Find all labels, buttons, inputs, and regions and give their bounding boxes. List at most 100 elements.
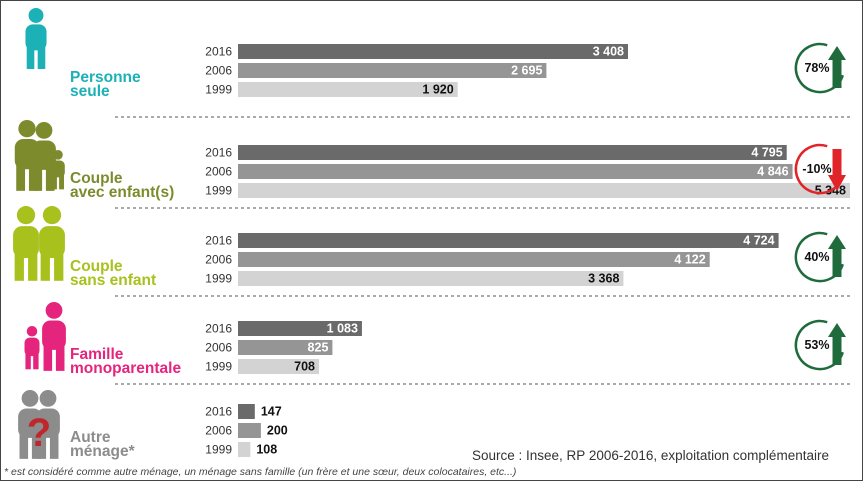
up-arrow-icon [828, 323, 846, 365]
person-head [42, 206, 62, 225]
person-leg [49, 433, 59, 459]
change-percent: -10% [802, 162, 831, 176]
adult-figure [32, 121, 56, 191]
year-label: 2006 [205, 424, 232, 438]
adult-figure [36, 390, 60, 459]
person-leg [43, 345, 53, 371]
data-bar [238, 271, 624, 286]
data-bar [238, 233, 779, 248]
person-leg [31, 433, 41, 459]
person-head [21, 390, 39, 407]
data-bar [238, 44, 628, 59]
year-label: 2016 [205, 234, 232, 248]
person-leg [59, 174, 64, 190]
question-mark-couple-icon: ? [18, 390, 60, 459]
data-bar [238, 359, 320, 374]
person-leg [55, 345, 65, 371]
person-leg [25, 353, 31, 370]
year-label: 1999 [205, 184, 232, 198]
value-label: 4 122 [674, 253, 705, 267]
value-label: 147 [261, 405, 282, 419]
year-label: 2006 [205, 165, 232, 179]
person-head [18, 120, 36, 138]
category-label: Autre [70, 429, 111, 446]
person-body [51, 160, 65, 178]
person-head [45, 302, 63, 319]
data-bar [238, 423, 261, 438]
person-leg [26, 46, 35, 70]
year-label: 1999 [205, 360, 232, 374]
data-bar [238, 145, 787, 160]
person-leg [33, 165, 43, 191]
year-label: 1999 [205, 83, 232, 97]
person-head [35, 121, 53, 139]
down-arrow-icon [828, 149, 846, 191]
person-head [26, 326, 38, 337]
adult-figure [42, 302, 66, 371]
category-label: avec enfant(s) [70, 184, 174, 201]
value-label: 108 [256, 443, 277, 457]
family-with-children-icon [14, 120, 65, 191]
year-label: 2016 [205, 45, 232, 59]
person-head [53, 150, 63, 160]
single-parent-icon [24, 302, 66, 371]
category-label: Personne [70, 69, 141, 86]
value-label: 3 408 [593, 45, 624, 59]
person-leg [28, 164, 38, 191]
change-percent: 40% [804, 250, 829, 264]
year-label: 2016 [205, 405, 232, 419]
person-head [16, 206, 36, 225]
single-person-icon [25, 7, 47, 70]
value-label: 825 [308, 341, 329, 355]
change-percent: 78% [804, 61, 829, 75]
question-mark: ? [27, 411, 51, 455]
increase-badge: 53% [794, 319, 846, 371]
person-leg [19, 433, 29, 459]
change-percent: 53% [804, 338, 829, 352]
person-head [28, 7, 44, 23]
data-bar [238, 82, 458, 97]
person-body [18, 408, 42, 438]
person-leg [45, 165, 55, 191]
person-leg [40, 253, 50, 281]
person-head [39, 390, 57, 407]
footnote: * est considéré comme autre ménage, un m… [4, 466, 517, 478]
year-label: 2016 [205, 322, 232, 336]
source-note: Source : Insee, RP 2006-2016, exploitati… [472, 448, 829, 463]
year-label: 2016 [205, 146, 232, 160]
data-bar [238, 164, 793, 179]
value-label: 4 795 [751, 146, 782, 160]
adult-figure [13, 206, 39, 281]
data-bar [238, 321, 362, 336]
person-leg [16, 164, 26, 191]
change-ring [794, 143, 844, 195]
year-label: 1999 [205, 443, 232, 457]
person-leg [14, 253, 24, 281]
data-bar [238, 442, 251, 457]
person-body [42, 320, 66, 350]
person-body [39, 226, 65, 258]
category-label: Couple [70, 170, 123, 187]
child-figure [51, 150, 65, 190]
category-label: Famille [70, 346, 124, 363]
category-label: monoparentale [70, 360, 181, 377]
increase-badge: 40% [794, 231, 846, 283]
year-label: 2006 [205, 341, 232, 355]
couple-icon [13, 206, 65, 281]
child-figure [24, 326, 40, 370]
person-leg [52, 174, 57, 190]
adult-figure [18, 390, 42, 459]
year-label: 1999 [205, 272, 232, 286]
category-label: seule [70, 83, 110, 100]
category-label: ménage* [70, 443, 136, 460]
person-leg [37, 46, 46, 70]
year-label: 2006 [205, 64, 232, 78]
person-leg [33, 353, 39, 370]
value-label: 1 083 [327, 322, 358, 336]
value-label: 2 695 [511, 64, 542, 78]
category-label: Couple [70, 258, 123, 275]
value-label: 4 724 [743, 234, 774, 248]
category-label: sans enfant [70, 272, 156, 289]
